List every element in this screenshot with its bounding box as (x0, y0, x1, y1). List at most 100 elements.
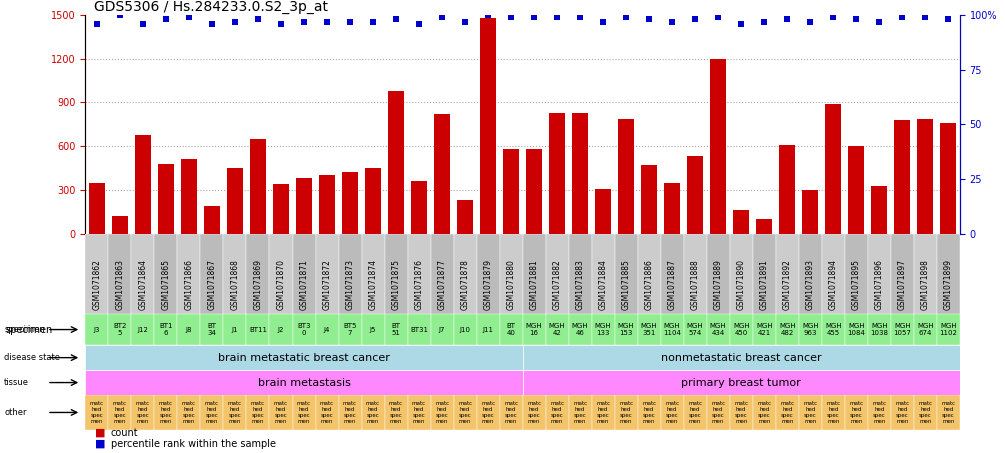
Text: J2: J2 (277, 327, 284, 333)
Bar (595, 188, 611, 234)
Text: J10: J10 (459, 327, 470, 333)
Bar (637, 314, 660, 345)
Text: J1: J1 (232, 327, 238, 333)
Text: MGH
46: MGH 46 (572, 323, 589, 336)
Bar (339, 395, 362, 430)
Text: matc
hed
spec
men: matc hed spec men (389, 401, 403, 424)
Bar (476, 395, 499, 430)
Text: MGH
133: MGH 133 (595, 323, 611, 336)
Text: BT3
0: BT3 0 (297, 323, 311, 336)
Bar (914, 234, 937, 314)
Bar (572, 113, 588, 234)
Text: brain metastatic breast cancer: brain metastatic breast cancer (218, 352, 390, 363)
Bar (707, 314, 730, 345)
Bar (85, 370, 523, 395)
Text: matc
hed
spec
men: matc hed spec men (366, 401, 380, 424)
Bar (112, 216, 128, 234)
Bar (342, 173, 358, 234)
Bar (937, 234, 960, 314)
Point (894, 14, 911, 21)
Text: GSM1071875: GSM1071875 (392, 259, 401, 310)
Point (181, 14, 197, 21)
Bar (269, 314, 292, 345)
Text: nonmetastatic breast cancer: nonmetastatic breast cancer (661, 352, 821, 363)
Point (365, 18, 381, 25)
Bar (753, 314, 776, 345)
Bar (776, 395, 799, 430)
Bar (480, 18, 496, 234)
Bar (200, 395, 223, 430)
Text: ■: ■ (95, 439, 106, 449)
Point (457, 18, 473, 25)
Text: matc
hed
spec
men: matc hed spec men (320, 401, 334, 424)
Bar (430, 314, 453, 345)
Text: MGH
1084: MGH 1084 (847, 323, 865, 336)
Bar (408, 314, 430, 345)
Bar (85, 395, 109, 430)
Bar (618, 119, 634, 234)
Point (434, 14, 450, 21)
Point (112, 11, 128, 19)
Bar (178, 234, 200, 314)
Text: J4: J4 (324, 327, 331, 333)
Bar (132, 314, 155, 345)
Text: GSM1071893: GSM1071893 (806, 259, 815, 310)
Bar (135, 135, 151, 234)
Point (204, 20, 220, 27)
Text: MGH
1038: MGH 1038 (870, 323, 888, 336)
Point (733, 20, 749, 27)
Text: matc
hed
spec
men: matc hed spec men (205, 401, 219, 424)
Bar (799, 395, 822, 430)
Bar (914, 395, 937, 430)
Bar (615, 395, 637, 430)
Bar (890, 395, 914, 430)
Bar (937, 395, 960, 430)
Text: MGH
42: MGH 42 (549, 323, 566, 336)
Bar (88, 183, 105, 234)
Bar (85, 345, 523, 370)
Point (411, 20, 427, 27)
Bar (411, 181, 427, 234)
Bar (295, 178, 313, 234)
Bar (362, 395, 385, 430)
Bar (132, 395, 155, 430)
Bar (569, 395, 592, 430)
Text: GSM1071880: GSM1071880 (507, 259, 516, 310)
Text: matc
hed
spec
men: matc hed spec men (251, 401, 265, 424)
Bar (825, 104, 841, 234)
Bar (499, 314, 523, 345)
Point (802, 18, 818, 25)
Text: ■: ■ (95, 428, 106, 438)
Text: specimen: specimen (5, 324, 52, 335)
Bar (453, 314, 476, 345)
Text: J7: J7 (439, 327, 445, 333)
Bar (430, 395, 453, 430)
Text: GSM1071870: GSM1071870 (276, 259, 285, 310)
Text: tissue: tissue (4, 378, 29, 387)
Bar (848, 146, 864, 234)
Point (618, 14, 634, 21)
Bar (316, 314, 339, 345)
Text: BT
51: BT 51 (392, 323, 401, 336)
Text: GSM1071885: GSM1071885 (622, 259, 631, 310)
Text: matc
hed
spec
men: matc hed spec men (274, 401, 288, 424)
Point (756, 18, 772, 25)
Bar (316, 395, 339, 430)
Bar (453, 234, 476, 314)
Bar (362, 234, 385, 314)
Text: GSM1071886: GSM1071886 (644, 259, 653, 310)
Bar (476, 314, 499, 345)
Text: count: count (111, 428, 138, 438)
Text: other: other (4, 408, 27, 417)
Bar (385, 395, 408, 430)
Text: GSM1071890: GSM1071890 (737, 259, 746, 310)
Text: primary breast tumor: primary breast tumor (681, 377, 801, 388)
Point (549, 14, 565, 21)
Bar (319, 175, 335, 234)
Bar (430, 234, 453, 314)
Text: J3: J3 (93, 327, 101, 333)
Text: MGH
1102: MGH 1102 (940, 323, 957, 336)
Bar (499, 234, 523, 314)
Bar (569, 314, 592, 345)
Point (918, 14, 934, 21)
